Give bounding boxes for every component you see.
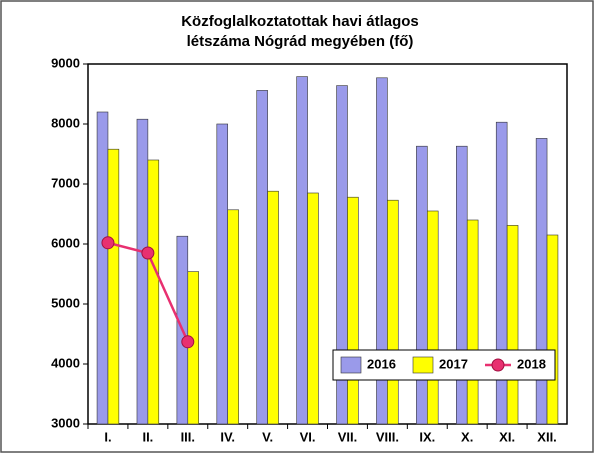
y-tick-label: 8000 [51, 115, 80, 130]
x-tick-label: IX. [419, 429, 435, 444]
bar [387, 199, 399, 425]
bar [456, 145, 468, 425]
legend-swatch [412, 356, 434, 374]
bar [96, 111, 109, 425]
x-tick-label: III. [181, 429, 195, 444]
x-tick-label: XII. [537, 429, 557, 444]
marker [141, 246, 155, 260]
x-tick-label: IV. [220, 429, 235, 444]
bar [227, 209, 239, 425]
bar [267, 190, 279, 425]
y-tick-label: 3000 [51, 415, 80, 430]
bar [296, 76, 308, 425]
legend-swatch [340, 356, 362, 374]
marker [181, 335, 195, 349]
legend-marker [491, 358, 505, 372]
bar [546, 234, 559, 425]
chart-title: Közfoglalkoztatottak havi átlagos [181, 13, 419, 30]
bar [147, 159, 160, 425]
bar [256, 90, 268, 425]
marker [101, 236, 115, 250]
y-tick-label: 5000 [51, 295, 80, 310]
x-tick-label: XI. [499, 429, 515, 444]
x-tick-label: VIII. [376, 429, 399, 444]
y-tick-label: 4000 [51, 355, 80, 370]
bar [535, 138, 548, 425]
chart-title: létszáma Nógrád megyében (fő) [187, 33, 414, 50]
bar [216, 123, 229, 425]
bar [347, 196, 359, 425]
legend-box [332, 349, 556, 381]
bar [466, 219, 479, 425]
legend-label: 2016 [367, 356, 396, 371]
x-tick-label: I. [104, 429, 111, 444]
x-tick-label: VII. [338, 429, 358, 444]
x-tick-label: II. [142, 429, 153, 444]
x-tick-label: V. [262, 429, 273, 444]
bar [107, 148, 120, 425]
legend-label: 2017 [439, 356, 468, 371]
bar [307, 192, 319, 425]
bar [136, 118, 149, 425]
bar [426, 210, 439, 425]
y-tick-label: 9000 [51, 55, 80, 70]
bar [416, 145, 428, 425]
legend-label: 2018 [517, 356, 546, 371]
x-tick-label: X. [461, 429, 473, 444]
y-tick-label: 6000 [51, 235, 80, 250]
x-tick-label: VI. [300, 429, 316, 444]
y-tick-label: 7000 [51, 175, 80, 190]
bar [506, 225, 519, 425]
